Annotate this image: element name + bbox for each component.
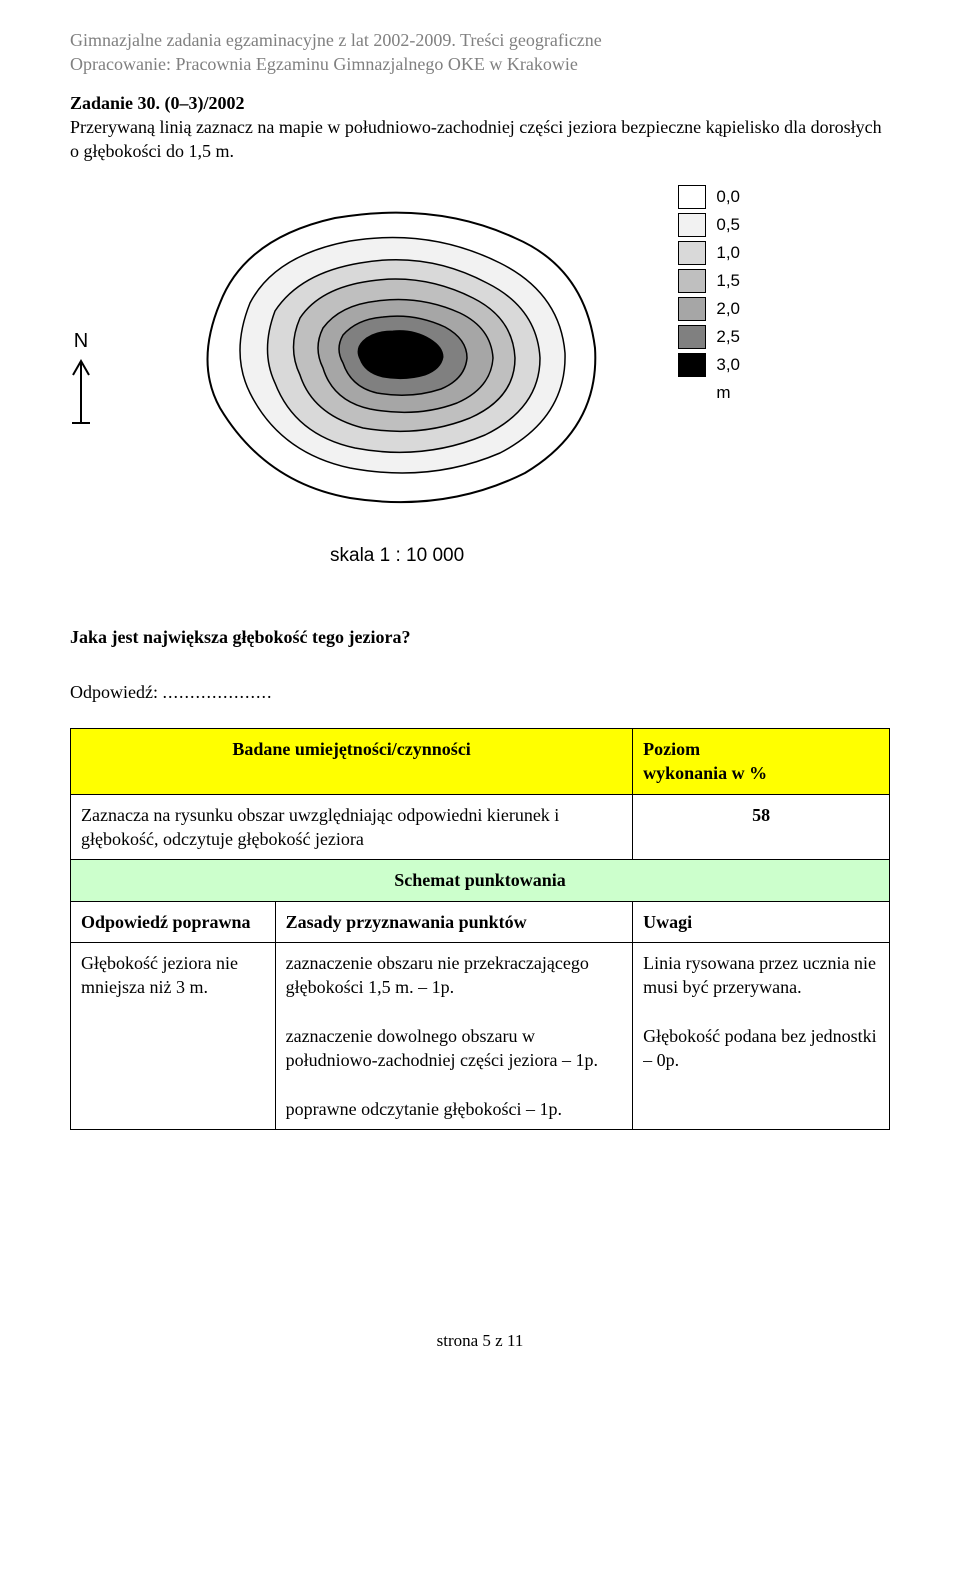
legend-row-2: 1,0 xyxy=(678,239,740,267)
legend-row-4: 2,0 xyxy=(678,295,740,323)
header-line-2: Opracowanie: Pracownia Egzaminu Gimnazja… xyxy=(70,52,890,76)
answer-prefix: Odpowiedź: xyxy=(70,682,162,702)
note-1: Linia rysowana przez ucznia nie musi być… xyxy=(643,951,879,1000)
scoring-header-row: Badane umiejętności/czynności Poziom wyk… xyxy=(71,729,890,795)
legend-row-0: 0,0 xyxy=(678,183,740,211)
north-arrow-icon xyxy=(70,357,92,427)
lake-map xyxy=(165,183,625,523)
legend-unit: m xyxy=(716,382,730,405)
answer-dots: .................... xyxy=(162,682,272,702)
legend-label-1: 0,5 xyxy=(716,214,740,237)
legend-swatch-2 xyxy=(678,241,706,265)
legend-row-1: 0,5 xyxy=(678,211,740,239)
level-header-cell: Poziom wykonania w % xyxy=(633,729,890,795)
legend-swatch-3 xyxy=(678,269,706,293)
points-rules-cell: zaznaczenie obszaru nie przekraczającego… xyxy=(275,942,633,1129)
legend-swatch-5 xyxy=(678,325,706,349)
legend-row-5: 2,5 xyxy=(678,323,740,351)
skill-pct-cell: 58 xyxy=(633,794,890,860)
legend-swatch-0 xyxy=(678,185,706,209)
rule-1: zaznaczenie obszaru nie przekraczającego… xyxy=(286,951,623,1000)
scoring-table: Badane umiejętności/czynności Poziom wyk… xyxy=(70,728,890,1130)
skills-header-cell: Badane umiejętności/czynności xyxy=(71,729,633,795)
rule-3: poprawne odczytanie głębokości – 1p. xyxy=(286,1097,623,1121)
header-line-1: Gimnazjalne zadania egzaminacyjne z lat … xyxy=(70,28,890,52)
skill-desc-cell: Zaznacza na rysunku obszar uwzględniając… xyxy=(71,794,633,860)
rule-2: zaznaczenie dowolnego obszaru w południo… xyxy=(286,1024,623,1073)
legend-label-2: 1,0 xyxy=(716,242,740,265)
doc-header: Gimnazjalne zadania egzaminacyjne z lat … xyxy=(70,28,890,77)
scoring-data-row: Głębokość jeziora nie mniejsza niż 3 m. … xyxy=(71,942,890,1129)
legend-label-3: 1,5 xyxy=(716,270,740,293)
task-block: Zadanie 30. (0–3)/2002 Przerywaną linią … xyxy=(70,91,890,164)
level-header-2: wykonania w % xyxy=(643,763,767,783)
legend-swatch-6 xyxy=(678,353,706,377)
legend-label-0: 0,0 xyxy=(716,186,740,209)
legend-row-6: 3,0 xyxy=(678,351,740,379)
legend-swatch-4 xyxy=(678,297,706,321)
col1-header: Odpowiedź poprawna xyxy=(71,901,276,942)
question-text: Jaka jest największa głębokość tego jezi… xyxy=(70,625,890,649)
correct-answer-cell: Głębokość jeziora nie mniejsza niż 3 m. xyxy=(71,942,276,1129)
task-body: Przerywaną linią zaznacz na mapie w połu… xyxy=(70,117,882,161)
depth-legend: 0,0 0,5 1,0 1,5 2,0 2,5 3,0 m xyxy=(678,183,740,407)
north-label: N xyxy=(70,328,92,355)
legend-row-unit: m xyxy=(678,379,740,407)
col2-header: Zasady przyznawania punktów xyxy=(275,901,633,942)
legend-label-4: 2,0 xyxy=(716,298,740,321)
legend-label-5: 2,5 xyxy=(716,326,740,349)
scheme-header-row: Schemat punktowania xyxy=(71,860,890,901)
note-2: Głębokość podana bez jednostki – 0p. xyxy=(643,1024,879,1073)
answer-line: Odpowiedź: .................... xyxy=(70,680,890,704)
map-scale: skala 1 : 10 000 xyxy=(330,543,464,569)
notes-cell: Linia rysowana przez ucznia nie musi być… xyxy=(633,942,890,1129)
scheme-header-cell: Schemat punktowania xyxy=(71,860,890,901)
lake-figure: N 0,0 0,5 1,0 1,5 2,0 2,5 3,0 m skala 1 … xyxy=(70,173,890,603)
skill-row: Zaznacza na rysunku obszar uwzględniając… xyxy=(71,794,890,860)
legend-label-6: 3,0 xyxy=(716,354,740,377)
columns-header-row: Odpowiedź poprawna Zasady przyznawania p… xyxy=(71,901,890,942)
level-header-1: Poziom xyxy=(643,739,700,759)
north-indicator: N xyxy=(70,328,92,435)
legend-row-3: 1,5 xyxy=(678,267,740,295)
page-footer: strona 5 z 11 xyxy=(70,1330,890,1353)
col3-header: Uwagi xyxy=(633,901,890,942)
task-title: Zadanie 30. (0–3)/2002 xyxy=(70,93,245,113)
legend-swatch-1 xyxy=(678,213,706,237)
